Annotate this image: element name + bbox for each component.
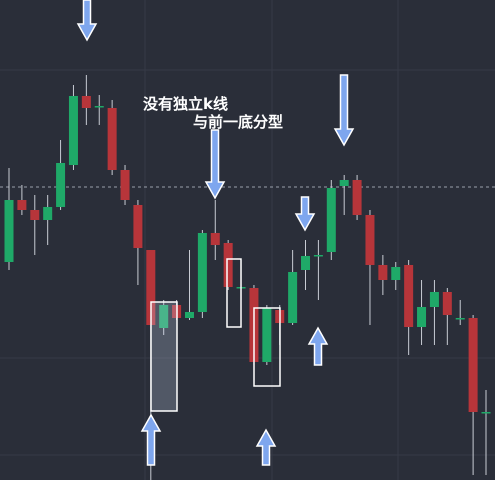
candle-body: [107, 108, 117, 170]
candle-body: [468, 318, 478, 412]
candle-body: [378, 265, 388, 280]
down-arrow: [204, 129, 226, 200]
candle-body: [429, 292, 439, 307]
candle-body: [4, 200, 14, 262]
candle-body: [404, 265, 414, 327]
up-arrow: [140, 413, 162, 466]
candle-body: [223, 243, 233, 287]
overlay: [76, 0, 355, 466]
candle-body: [159, 305, 169, 328]
candle-body: [197, 233, 207, 312]
candle-body: [301, 256, 311, 270]
up-arrow: [307, 326, 329, 366]
down-arrow: [76, 0, 98, 42]
candle-body: [288, 272, 298, 323]
candle-body: [133, 205, 143, 248]
annotation: 与前一底分型: [193, 113, 283, 131]
candle-body: [17, 200, 27, 210]
candles: [4, 75, 491, 480]
down-arrow: [333, 74, 355, 147]
down-arrow: [294, 196, 316, 232]
candle-body: [455, 318, 465, 320]
candle-body: [313, 255, 323, 257]
highlight-box: [226, 258, 242, 328]
candle-body: [146, 250, 156, 325]
candle-body: [94, 106, 104, 108]
candle-body: [326, 188, 336, 252]
candle-body: [56, 163, 66, 207]
candle-body: [81, 96, 91, 108]
candle-body: [365, 215, 375, 265]
candle-body: [184, 312, 194, 318]
annotation: 没有独立k线: [143, 95, 228, 113]
candle-body: [262, 308, 272, 362]
candle-body: [391, 267, 401, 280]
candle-body: [30, 210, 40, 220]
highlight-box: [253, 307, 281, 387]
candle-body: [339, 180, 349, 186]
candle-body: [352, 180, 362, 215]
candle-body: [210, 233, 220, 245]
candle-body: [43, 207, 53, 220]
candle-body: [120, 170, 130, 200]
candle-body: [417, 307, 427, 327]
highlight-box: [150, 301, 178, 412]
candle-body: [442, 292, 452, 315]
candle-body: [481, 412, 491, 414]
candle-body: [68, 96, 78, 165]
up-arrow: [255, 428, 277, 466]
